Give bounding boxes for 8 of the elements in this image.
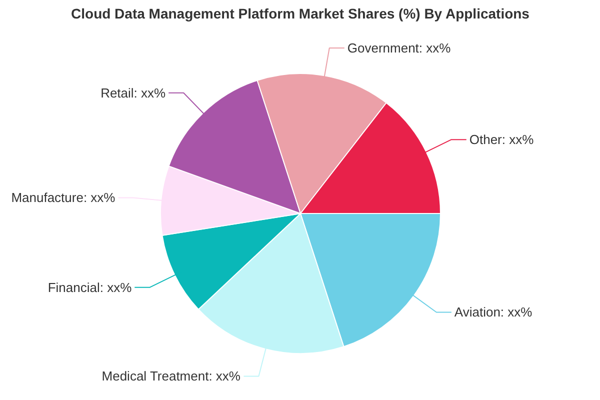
slice-label: Medical Treatment: xx%	[102, 368, 241, 384]
slice-label: Government: xx%	[347, 40, 452, 56]
slice-label: Manufacture: xx%	[11, 190, 116, 206]
slice-label: Financial: xx%	[48, 280, 132, 295]
slice-label: Aviation: xx%	[454, 304, 533, 320]
chart-title: Cloud Data Management Platform Market Shares (%) By Applications	[71, 6, 530, 22]
slice-label: Retail: xx%	[100, 85, 166, 100]
slice-label: Other: xx%	[469, 132, 534, 148]
